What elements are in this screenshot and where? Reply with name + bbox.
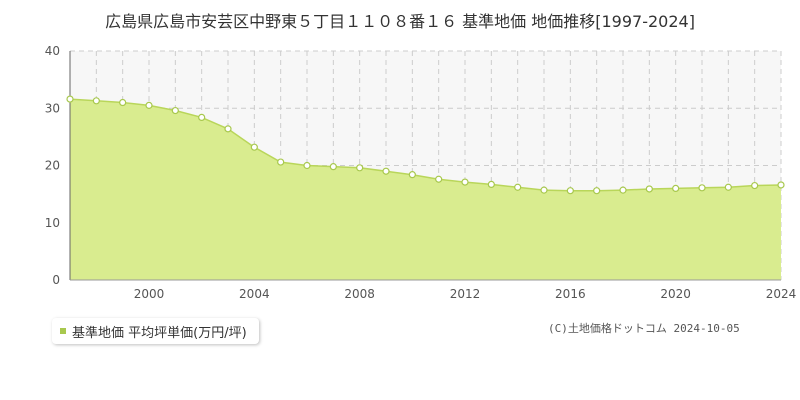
copyright-text: (C)土地価格ドットコム 2024-10-05 — [548, 322, 740, 335]
y-tick-label: 10 — [45, 216, 60, 230]
data-point — [619, 186, 627, 194]
y-tick-label: 30 — [45, 101, 60, 115]
data-point — [198, 113, 206, 122]
series-line — [69, 98, 782, 192]
x-axis-ticks: 2000 2004 2008 2012 2016 2020 2024 — [134, 287, 797, 301]
legend-swatch — [60, 328, 66, 334]
data-point — [698, 184, 706, 192]
y-tick-label: 0 — [52, 273, 60, 287]
y-axis-ticks: 0 10 20 30 40 — [45, 44, 60, 287]
data-point — [408, 171, 416, 179]
data-point — [514, 183, 522, 191]
data-point — [435, 175, 443, 183]
data-point — [171, 106, 179, 115]
x-tick-label: 2000 — [134, 287, 165, 301]
data-point — [461, 178, 469, 186]
data-point — [66, 95, 74, 103]
x-tick-label: 2012 — [450, 287, 481, 301]
x-tick-label: 2008 — [344, 287, 375, 301]
x-tick-label: 2020 — [660, 287, 691, 301]
data-point — [724, 183, 732, 191]
data-point — [487, 180, 495, 188]
chart-title: 広島県広島市安芸区中野東５丁目１１０８番１６ 基準地価 地価推移[1997-20… — [105, 12, 695, 31]
data-point — [645, 185, 653, 193]
data-point — [540, 186, 548, 194]
data-points — [66, 95, 785, 195]
data-point — [356, 164, 364, 172]
data-point — [250, 143, 258, 151]
data-point — [672, 184, 680, 192]
data-point — [92, 97, 100, 105]
series-area-fill — [70, 99, 781, 280]
data-point — [751, 181, 759, 190]
data-point — [382, 167, 390, 175]
x-tick-label: 2024 — [766, 287, 797, 301]
data-point — [119, 98, 127, 107]
data-point — [145, 101, 153, 109]
data-point — [566, 187, 574, 195]
x-tick-label: 2004 — [239, 287, 270, 301]
data-point — [329, 163, 337, 171]
data-point — [777, 181, 785, 189]
legend-label: 基準地価 平均坪単価(万円/坪) — [72, 325, 247, 341]
data-point — [303, 161, 311, 170]
data-point — [277, 158, 285, 166]
y-tick-label: 20 — [45, 159, 60, 173]
y-tick-label: 40 — [45, 44, 60, 58]
x-tick-label: 2016 — [555, 287, 586, 301]
legend: 基準地価 平均坪単価(万円/坪) — [52, 318, 259, 344]
data-point — [593, 187, 601, 195]
data-point — [224, 125, 232, 133]
